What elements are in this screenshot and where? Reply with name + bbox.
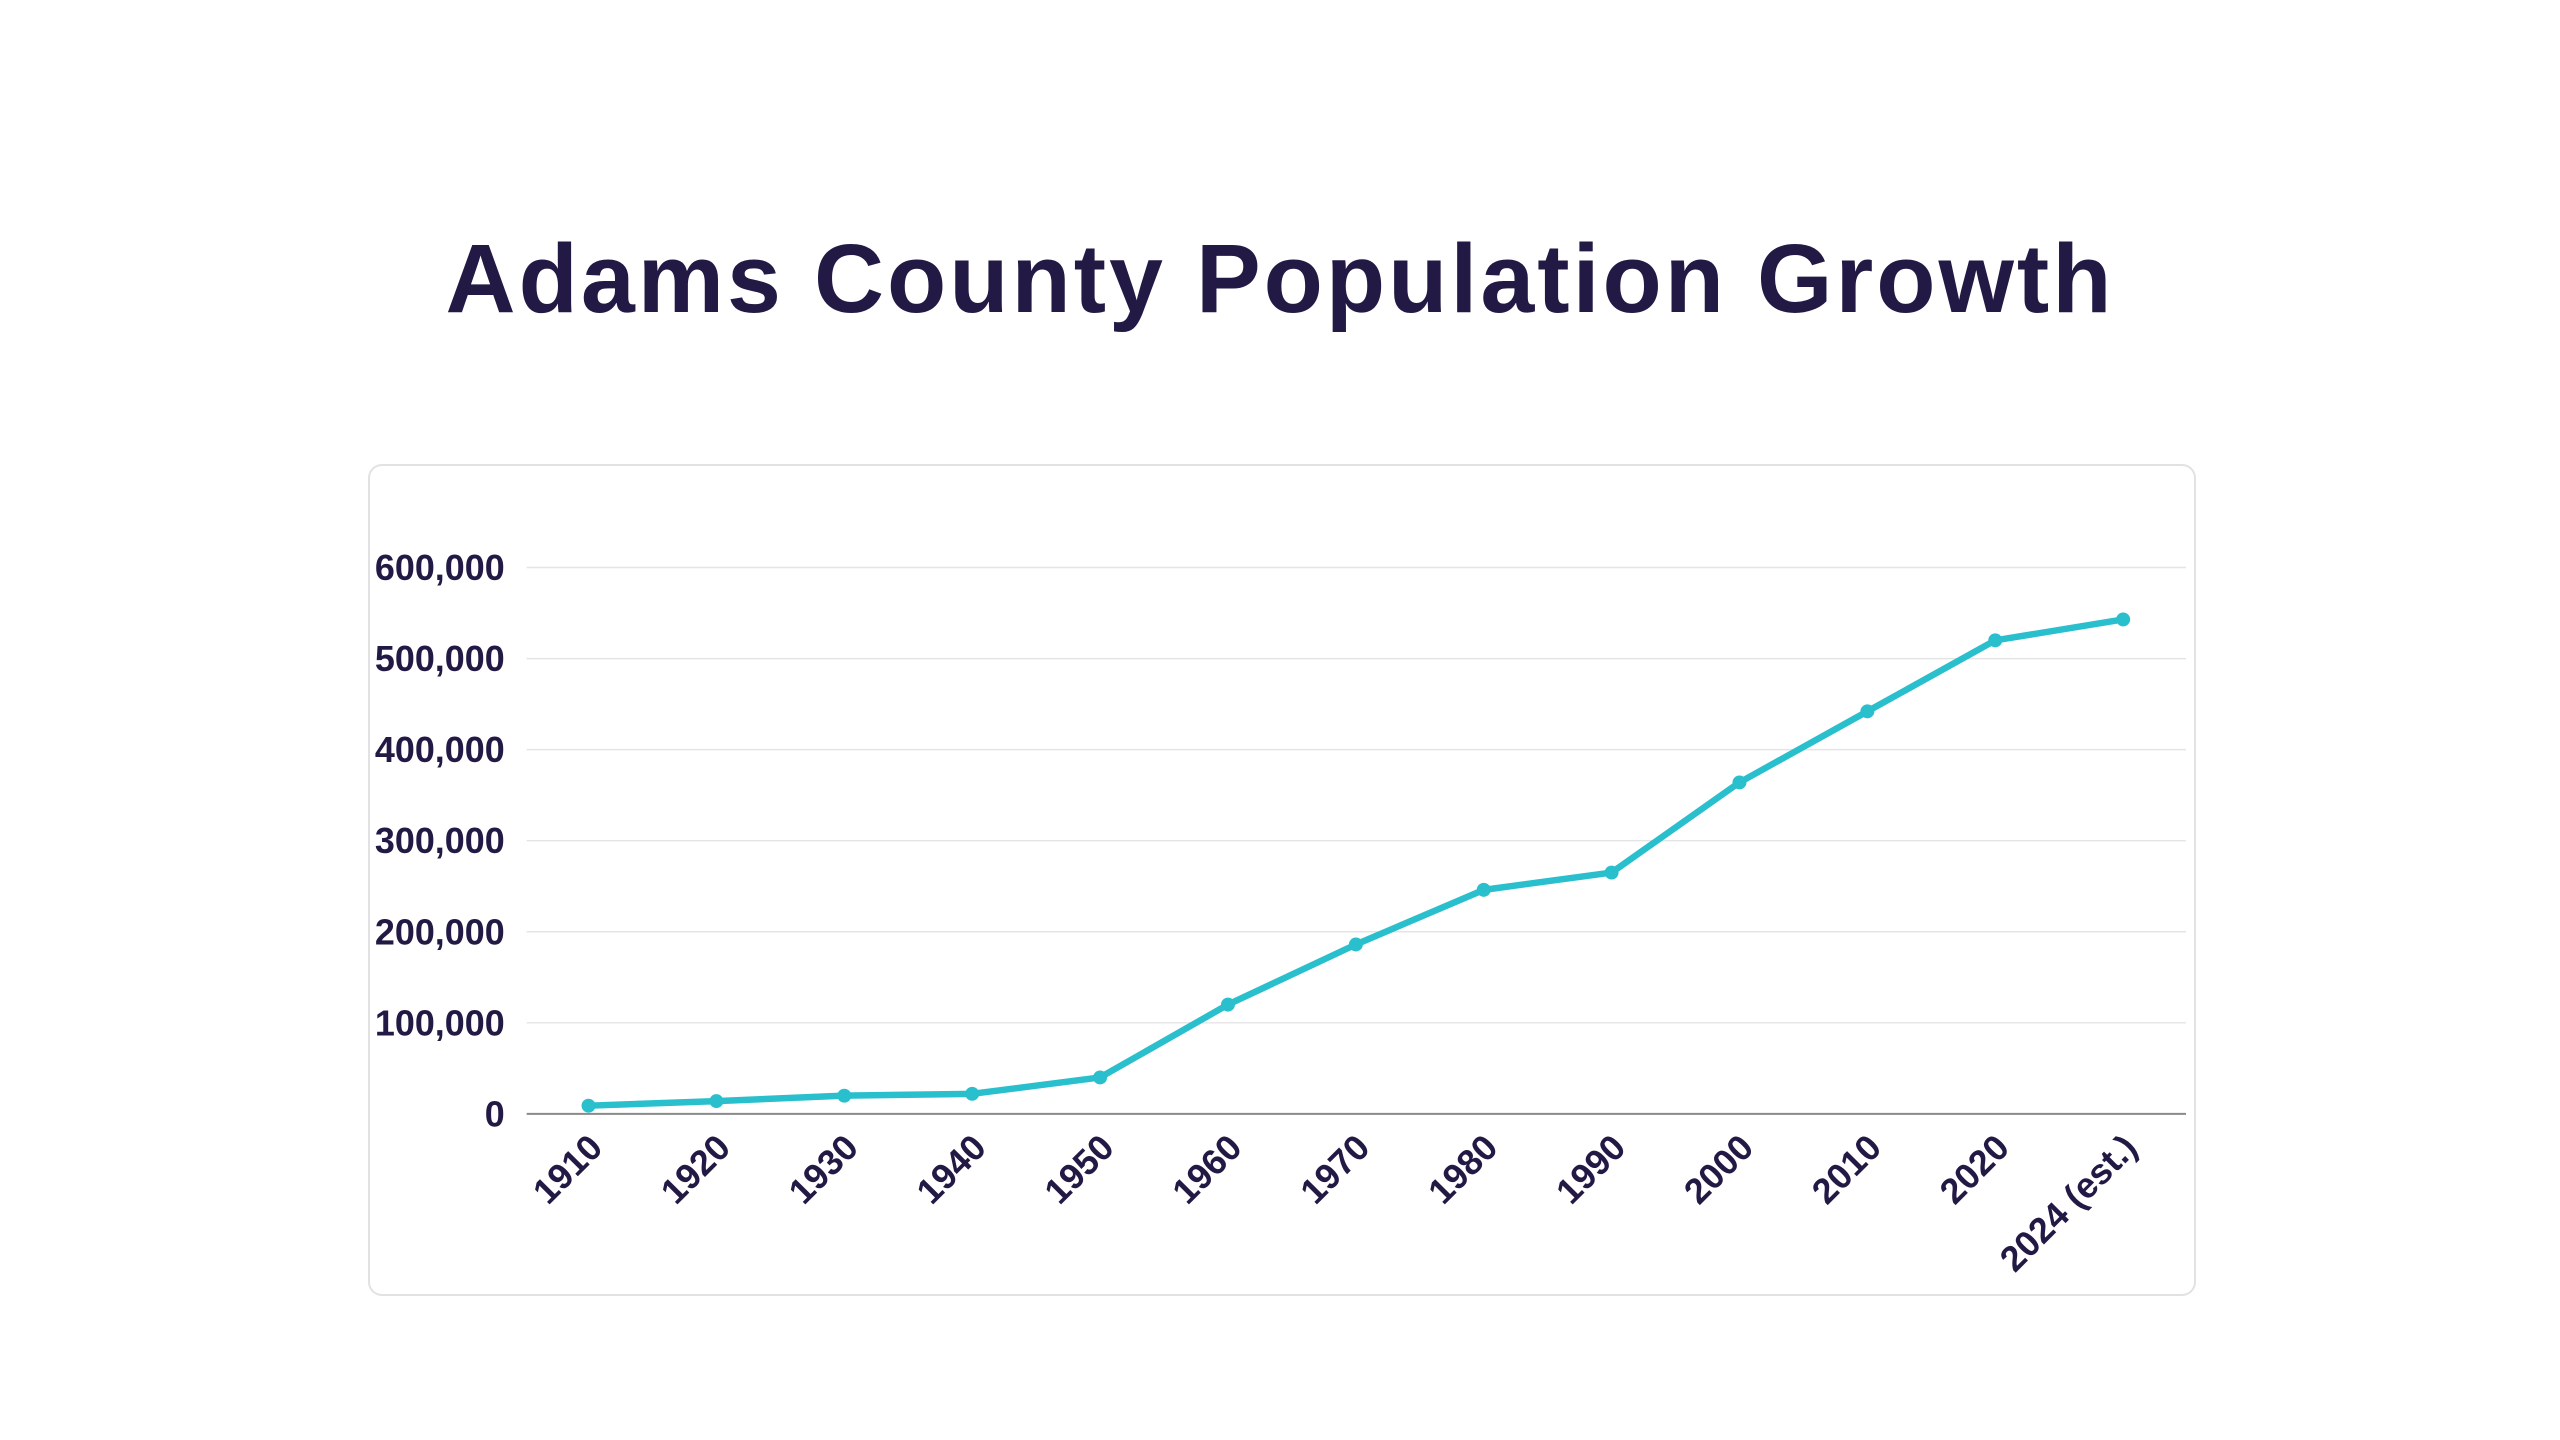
x-tick-label: 1990 <box>1548 1127 1633 1212</box>
y-tick-label: 600,000 <box>375 548 505 588</box>
chart-card: 0 100,000 200,000 300,000 400,000 500,000 600,… <box>368 464 2196 1296</box>
data-point <box>1220 997 1235 1012</box>
data-point <box>1476 882 1491 897</box>
y-tick-label: 300,000 <box>375 821 505 861</box>
x-tick-label: 2000 <box>1676 1127 1761 1212</box>
data-point <box>1348 937 1363 952</box>
x-tick-label: 2010 <box>1804 1127 1889 1212</box>
x-tick-label: 1970 <box>1293 1127 1378 1212</box>
population-line-chart: 0 100,000 200,000 300,000 400,000 500,000 600,… <box>375 548 2187 1279</box>
y-tick-label: 200,000 <box>375 912 505 952</box>
series-line-population <box>585 616 2127 1109</box>
chart-title: Adams County Population Growth <box>445 224 2115 333</box>
y-tick-label: 400,000 <box>375 730 505 770</box>
x-tick-label: 2024 (est.) <box>1992 1127 2145 1279</box>
data-point <box>965 1086 980 1101</box>
x-tick-label: 1950 <box>1037 1127 1122 1212</box>
y-tick-label: 100,000 <box>375 1003 505 1043</box>
x-tick-label: 2020 <box>1932 1127 2017 1212</box>
data-point <box>1732 775 1747 790</box>
data-point <box>2116 612 2131 627</box>
data-point <box>1988 633 2003 648</box>
x-tick-label: 1980 <box>1421 1127 1506 1212</box>
data-point <box>837 1088 852 1103</box>
x-tick-label: 1910 <box>525 1127 610 1212</box>
x-tick-label: 1930 <box>781 1127 866 1212</box>
data-point <box>581 1098 596 1113</box>
x-tick-label: 1920 <box>653 1127 738 1212</box>
y-tick-label: 500,000 <box>375 639 505 679</box>
x-tick-label: 1960 <box>1165 1127 1250 1212</box>
y-tick-label: 0 <box>485 1094 505 1134</box>
data-point <box>709 1094 724 1109</box>
data-point <box>1860 704 1875 719</box>
data-point <box>1093 1070 1108 1085</box>
data-point <box>1604 865 1619 880</box>
x-tick-label: 1940 <box>909 1127 994 1212</box>
